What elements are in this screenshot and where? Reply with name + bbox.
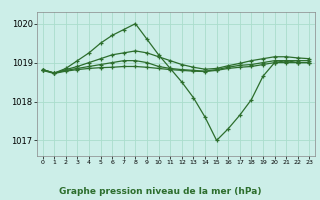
Text: Graphe pression niveau de la mer (hPa): Graphe pression niveau de la mer (hPa) xyxy=(59,187,261,196)
